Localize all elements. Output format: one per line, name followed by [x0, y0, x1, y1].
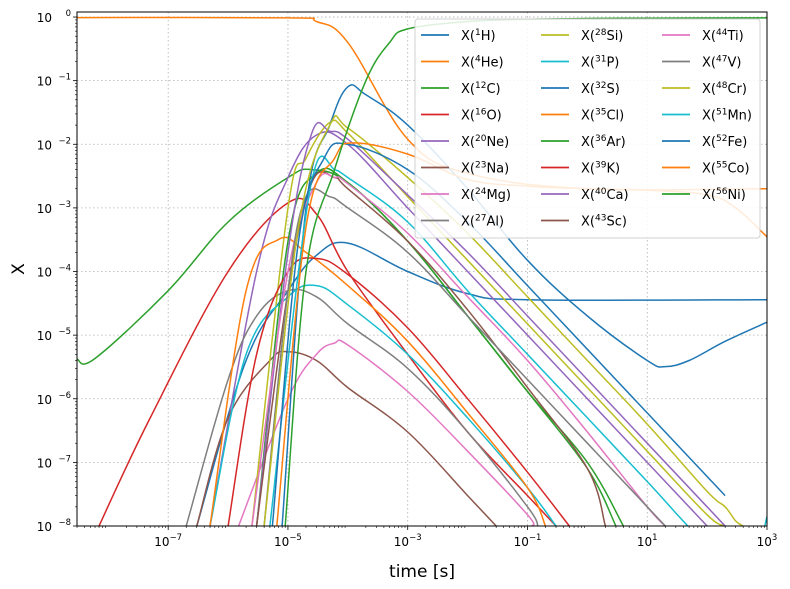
legend-entry-label: X(40Ca) — [581, 187, 629, 203]
x-tick-label: 10−7 — [154, 533, 182, 549]
series-line-3 — [98, 197, 557, 526]
series-line-16 — [251, 172, 666, 526]
x-tick-label: 10−5 — [274, 533, 302, 549]
legend-entry-label: X(28Si) — [581, 28, 623, 44]
x-tick-label: 101 — [637, 533, 658, 549]
legend-entry-label: X(55Co) — [702, 161, 750, 177]
series-line-4 — [209, 131, 708, 526]
legend-entry-label: X(4He) — [461, 55, 504, 71]
legend-box — [414, 18, 761, 239]
legend-entry-label: X(27Al) — [461, 214, 504, 230]
series-line-22 — [284, 17, 767, 526]
legend-entry-label: X(20Ne) — [461, 134, 509, 150]
x-tick-label: 103 — [757, 533, 778, 549]
y-tick-label: 10 −5 — [37, 327, 71, 343]
series-line-13 — [227, 257, 570, 526]
series-line-9 — [209, 284, 557, 526]
y-tick-label: 10 0 — [37, 9, 71, 25]
y-tick-label: 10 −7 — [37, 454, 71, 470]
series-line-11 — [209, 236, 547, 526]
x-tick-label: 10−3 — [394, 533, 422, 549]
y-tick-label: 10 −6 — [37, 391, 71, 407]
legend-entry-label: X(23Na) — [461, 161, 509, 177]
legend-entry-label: X(12C) — [461, 81, 501, 97]
y-tick-label: 10 −4 — [37, 264, 71, 280]
legend-entry-label: X(32S) — [581, 81, 620, 97]
legend-entry-label: X(31P) — [581, 55, 619, 71]
y-axis-label: X — [9, 263, 29, 275]
x-tick-label: 10−1 — [514, 533, 542, 549]
y-tick-label: 10 −3 — [37, 200, 71, 216]
legend-entry-label: X(39K) — [581, 161, 620, 177]
legend-entry-label: X(35Cl) — [581, 108, 624, 124]
legend-entry-label: X(1H) — [461, 28, 496, 44]
legend-entry-label: X(56Ni) — [702, 187, 746, 203]
legend-entry-label: X(36Ar) — [581, 134, 626, 150]
axis-ticks: 10−7 10−5 10−3 10−1 101 103 10−8 10−7 10−6 10−5 10… — [37, 9, 778, 549]
series-line-19 — [269, 155, 767, 526]
legend-entry-label: X(51Mn) — [702, 108, 752, 124]
legend-entry-label: X(48Cr) — [702, 81, 747, 97]
series-line-5 — [196, 350, 497, 526]
legend-entry-label: X(44Ti) — [702, 28, 744, 44]
legend: X(1H) X(4He) X(12C) X(16O) X(20Ne) X(23Na) X(2… — [414, 18, 761, 239]
series-line-12 — [255, 167, 617, 526]
series-line-18 — [263, 114, 744, 526]
legend-entry-label: X(47V) — [702, 55, 741, 71]
y-tick-label: 10 −8 — [37, 518, 71, 534]
legend-entry-label: X(24Mg) — [461, 187, 511, 203]
legend-entry-label: X(16O) — [461, 108, 502, 124]
legend-entry-label: X(52Fe) — [702, 134, 747, 150]
y-tick-label: 10 −2 — [37, 136, 71, 152]
plot-frame — [76, 11, 768, 527]
series-line-6 — [237, 339, 535, 526]
legend-entry-label: X(43Sc) — [581, 214, 627, 230]
x-axis-label: time [s] — [389, 562, 455, 582]
y-tick-label: 10 −1 — [37, 73, 71, 89]
series-line-17 — [263, 188, 666, 526]
